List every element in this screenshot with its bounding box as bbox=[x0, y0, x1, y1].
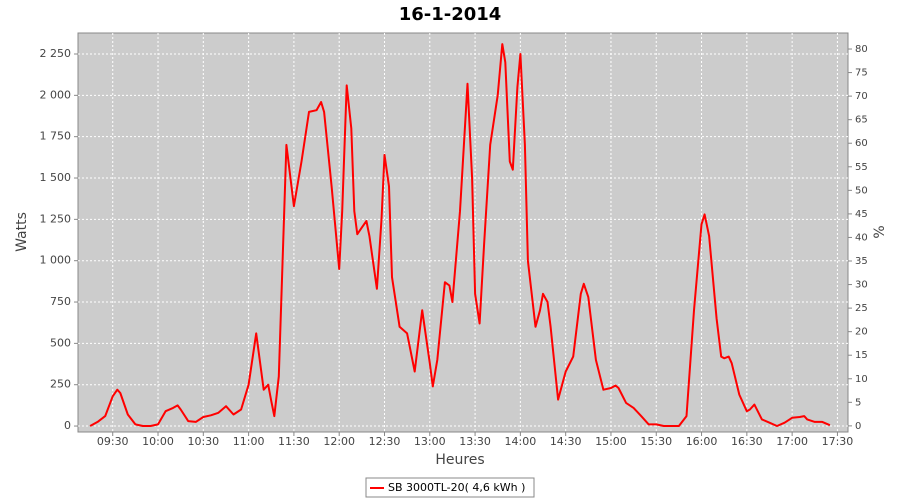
y2-tick-label: 25 bbox=[855, 303, 868, 314]
y2-tick-label: 65 bbox=[855, 115, 868, 126]
x-tick-label: 13:00 bbox=[414, 435, 446, 448]
plot-area bbox=[77, 32, 849, 433]
x-tick-label: 13:30 bbox=[459, 435, 491, 448]
x-tick-label: 10:30 bbox=[187, 435, 219, 448]
y-tick-label: 250 bbox=[50, 378, 71, 391]
x-tick-label: 11:30 bbox=[278, 435, 310, 448]
y2-tick-label: 50 bbox=[855, 185, 868, 196]
y-tick-label: 1 750 bbox=[40, 130, 72, 143]
y2-tick-label: 75 bbox=[855, 68, 868, 79]
y2-tick-label: 30 bbox=[855, 280, 868, 291]
x-axis-label: Heures bbox=[435, 452, 484, 468]
x-tick-label: 14:30 bbox=[550, 435, 582, 448]
y2-tick-label: 20 bbox=[855, 327, 868, 338]
y2-tick-label: 0 bbox=[855, 421, 861, 432]
x-tick-label: 12:30 bbox=[369, 435, 401, 448]
x-tick-label: 17:30 bbox=[822, 435, 854, 448]
y-tick-label: 500 bbox=[50, 336, 71, 349]
series-line bbox=[89, 43, 831, 427]
x-tick-label: 10:00 bbox=[142, 435, 174, 448]
y-axis-label: Watts bbox=[14, 212, 30, 252]
y-tick-label: 0 bbox=[64, 419, 71, 432]
y2-tick-label: 70 bbox=[855, 91, 868, 102]
x-tick-label: 11:00 bbox=[233, 435, 265, 448]
x-tick-label: 09:30 bbox=[97, 435, 129, 448]
y-tick-label: 2 000 bbox=[40, 88, 72, 101]
y2-tick-label: 5 bbox=[855, 397, 861, 408]
y2-tick-label: 40 bbox=[855, 232, 868, 243]
legend-label: SB 3000TL-20( 4,6 kWh ) bbox=[388, 481, 525, 494]
y-tick-label: 750 bbox=[50, 295, 71, 308]
y2-tick-label: 45 bbox=[855, 209, 868, 220]
x-tick-label: 15:00 bbox=[595, 435, 627, 448]
y-tick-label: 1 250 bbox=[40, 212, 72, 225]
y2-tick-label: 15 bbox=[855, 350, 868, 361]
y2-tick-label: 80 bbox=[855, 44, 868, 55]
y2-tick-label: 35 bbox=[855, 256, 868, 267]
y-tick-label: 1 000 bbox=[40, 254, 72, 267]
x-tick-label: 12:00 bbox=[323, 435, 355, 448]
chart-title: 16-1-2014 bbox=[399, 4, 502, 25]
x-tick-label: 16:00 bbox=[686, 435, 718, 448]
x-tick-label: 15:30 bbox=[640, 435, 672, 448]
y2-tick-label: 10 bbox=[855, 374, 868, 385]
y-tick-label: 1 500 bbox=[40, 171, 72, 184]
x-tick-label: 14:00 bbox=[505, 435, 537, 448]
legend bbox=[365, 477, 535, 498]
y2-tick-label: 60 bbox=[855, 138, 868, 149]
y2-axis-label: % bbox=[872, 225, 888, 238]
x-tick-label: 17:00 bbox=[776, 435, 808, 448]
y-tick-label: 2 250 bbox=[40, 47, 72, 60]
x-tick-label: 16:30 bbox=[731, 435, 763, 448]
y2-tick-label: 55 bbox=[855, 162, 868, 173]
